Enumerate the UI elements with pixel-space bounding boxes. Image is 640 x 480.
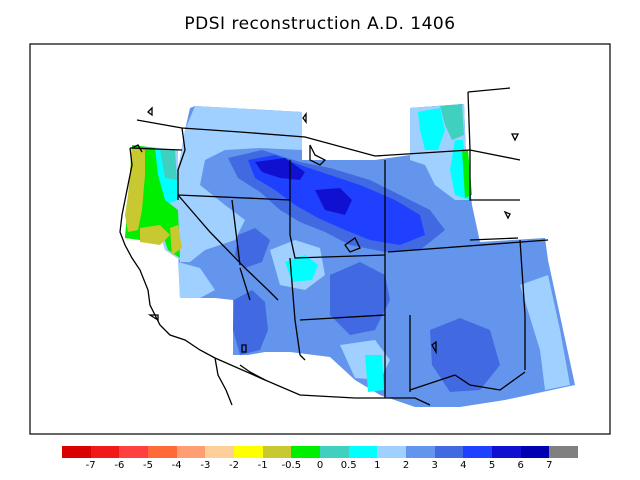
colorbar-swatch xyxy=(492,446,521,458)
colorbar-label: -1 xyxy=(257,460,268,471)
state-line xyxy=(239,267,251,301)
colorbar-swatch xyxy=(262,446,292,458)
lake-outline xyxy=(147,106,153,117)
colorbar-swatch xyxy=(119,446,149,458)
gulf-of-california xyxy=(239,364,266,381)
colorbar-label: -2 xyxy=(229,460,239,471)
lake-outline xyxy=(510,133,520,142)
pdsi-cyan-region xyxy=(285,255,318,282)
great-salt-lake xyxy=(309,144,327,166)
colorbar-swatch xyxy=(320,446,349,458)
state-line xyxy=(387,239,549,253)
colorbar-label: 0.5 xyxy=(340,460,357,471)
pdsi-light-region xyxy=(520,275,570,390)
state-line xyxy=(467,91,471,151)
colorbar xyxy=(62,446,579,458)
state-line xyxy=(177,194,291,201)
state-line xyxy=(299,314,386,321)
lake-outline xyxy=(431,340,437,355)
colorbar-swatch xyxy=(377,446,407,458)
colorbar-label: 6 xyxy=(517,460,524,471)
pdsi-darkest-region xyxy=(315,188,352,215)
coastlines xyxy=(119,106,520,406)
state-line xyxy=(467,87,511,93)
international-border xyxy=(214,357,431,406)
colorbar-label: 7 xyxy=(546,460,553,471)
pdsi-darkest-region xyxy=(255,158,305,180)
state-line xyxy=(177,127,186,200)
state-line xyxy=(409,374,456,391)
state-line xyxy=(454,371,526,391)
colorbar-label: -7 xyxy=(85,460,96,471)
colorbar-swatch xyxy=(90,446,120,458)
lake-outline xyxy=(147,314,159,322)
colorbar-label: -4 xyxy=(171,460,182,471)
colorbar-label: -6 xyxy=(114,460,125,471)
lake-outline xyxy=(344,237,361,253)
colorbar-label: -5 xyxy=(143,460,153,471)
colorbar-swatch xyxy=(348,446,378,458)
lake-outline xyxy=(503,210,511,220)
pdsi-coast-olive xyxy=(170,225,182,255)
colorbar-label: 3 xyxy=(431,460,438,471)
pdsi-coast-olive xyxy=(140,225,170,245)
puget-sound xyxy=(131,144,143,153)
colorbar-label: 5 xyxy=(488,460,496,471)
colorbar-swatch xyxy=(291,446,321,458)
pdsi-blue-region xyxy=(430,318,500,392)
colorbar-swatch xyxy=(520,446,550,458)
colorbar-label: 2 xyxy=(402,460,410,471)
colorbar-swatch xyxy=(62,446,91,458)
colorbar-labels: -7 -6 -5 -4 -3 -2 -1 -0.5 0 0.5 1 2 3 4 5 6 7 xyxy=(62,460,578,474)
state-line xyxy=(289,257,301,356)
pdsi-cyan-region xyxy=(365,355,384,392)
lake-outline xyxy=(241,344,247,353)
state-line xyxy=(469,237,519,241)
colorbar-label: 0 xyxy=(316,460,324,471)
map-title: PDSI reconstruction A.D. 1406 xyxy=(184,14,456,34)
colorbar-swatch xyxy=(406,446,435,458)
state-line xyxy=(129,147,183,151)
colorbar-swatch xyxy=(434,446,464,458)
baja-coastline xyxy=(214,357,233,406)
state-line xyxy=(177,194,279,301)
colorbar-label: 1 xyxy=(374,460,381,471)
colorbar-swatch xyxy=(463,446,493,458)
colorbar-swatch xyxy=(148,446,177,458)
colorbar-label: -0.5 xyxy=(281,460,302,471)
colorbar-swatch xyxy=(176,446,206,458)
pdsi-teal-region xyxy=(440,104,464,140)
pdsi-coast-olive xyxy=(125,148,145,232)
state-line xyxy=(289,234,386,259)
pdsi-blue-region xyxy=(233,290,268,355)
colorbar-label: -3 xyxy=(200,460,211,471)
state-line xyxy=(469,150,520,201)
pdsi-light-region xyxy=(178,262,215,298)
colorbar-swatch xyxy=(549,446,579,458)
state-line xyxy=(519,239,526,370)
state-boundaries xyxy=(129,87,549,406)
pdsi-blue-region xyxy=(235,228,270,268)
colorbar-label: 4 xyxy=(460,460,467,471)
colorbar-swatch xyxy=(234,446,263,458)
colorbar-swatch xyxy=(205,446,235,458)
state-line xyxy=(231,199,241,266)
pdsi-light-region xyxy=(178,106,302,262)
pdsi-cyan-region xyxy=(418,108,445,150)
lake-outline xyxy=(302,112,307,124)
state-line xyxy=(299,354,306,361)
pdsi-coast-teal xyxy=(160,150,177,180)
pacific-coastline xyxy=(119,147,216,359)
